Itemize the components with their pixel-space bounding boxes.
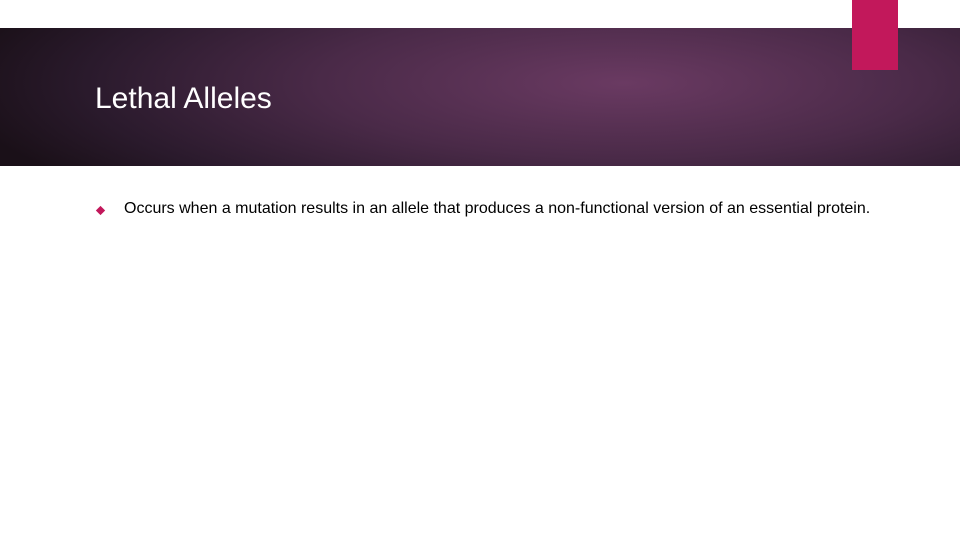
bullet-item: Occurs when a mutation results in an all… <box>95 198 885 221</box>
diamond-bullet-icon <box>95 203 106 221</box>
slide-body: Occurs when a mutation results in an all… <box>95 198 885 221</box>
accent-tab-shape <box>852 0 898 70</box>
slide-title: Lethal Alleles <box>95 82 272 116</box>
slide: Lethal Alleles Occurs when a mutation re… <box>0 0 960 540</box>
accent-tab <box>852 0 898 70</box>
bullet-text: Occurs when a mutation results in an all… <box>124 198 870 220</box>
